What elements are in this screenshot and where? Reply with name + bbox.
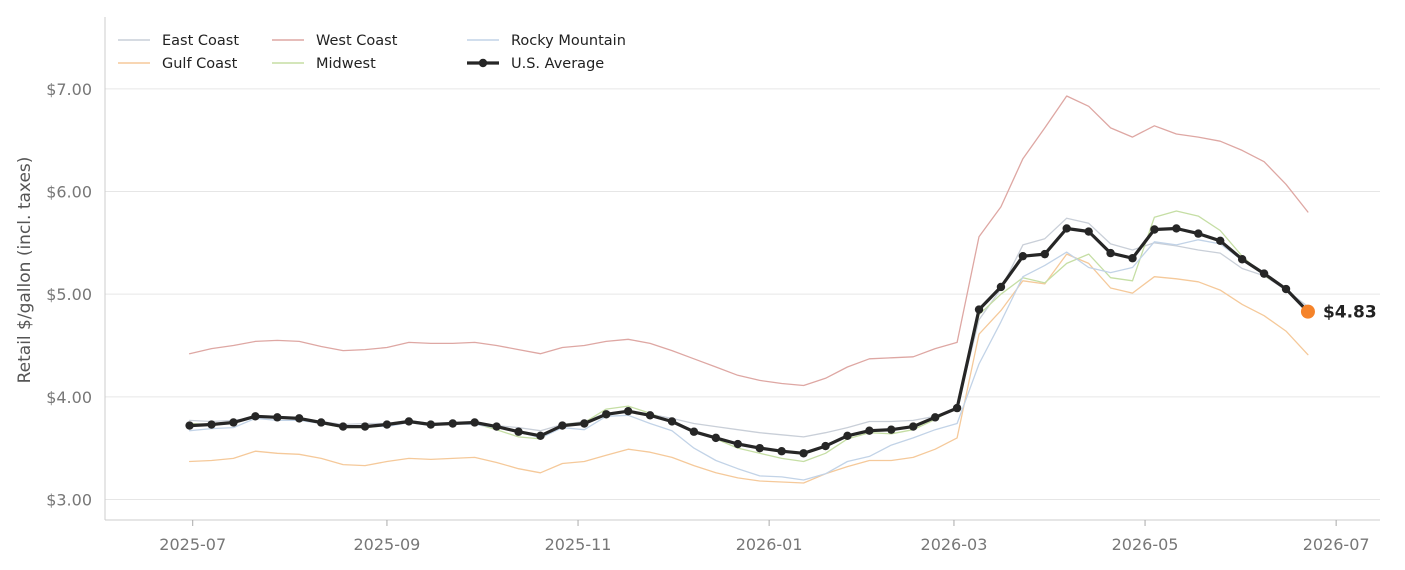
- data-point: [1128, 254, 1137, 263]
- data-point: [251, 412, 260, 421]
- series-line-gulf-coast: [188, 253, 1309, 484]
- end-point-marker: [1300, 304, 1315, 319]
- series-east-coast: [188, 217, 1309, 438]
- end-point-label: $4.83: [1323, 303, 1377, 323]
- data-point: [536, 431, 545, 441]
- y-tick-label: $6.00: [46, 183, 92, 202]
- data-point: [1237, 255, 1247, 264]
- data-point: [952, 403, 962, 413]
- legend-item-west-coast: West Coast: [272, 33, 398, 49]
- data-point: [1259, 269, 1269, 278]
- data-point: [821, 441, 830, 451]
- data-point: [1040, 249, 1050, 259]
- data-point: [207, 420, 216, 429]
- data-point: [667, 417, 677, 426]
- series-line-u-s-average: [188, 226, 1310, 455]
- data-point: [1172, 224, 1181, 233]
- data-point: [755, 443, 764, 453]
- y-tick-label: $5.00: [46, 285, 92, 304]
- series-u-s-average: [185, 224, 1313, 458]
- series-gulf-coast: [188, 253, 1309, 484]
- series-line-east-coast: [188, 217, 1309, 438]
- data-point: [887, 425, 896, 434]
- x-tick-label: 2026-07: [1303, 535, 1370, 554]
- legend-label: U.S. Average: [511, 56, 604, 72]
- data-point: [909, 422, 918, 431]
- data-point: [1216, 236, 1225, 245]
- data-point: [492, 422, 501, 431]
- legend-item-midwest: Midwest: [272, 56, 376, 72]
- data-point: [711, 433, 721, 443]
- data-point: [470, 418, 479, 427]
- data-point: [338, 422, 348, 431]
- data-point: [1281, 284, 1291, 294]
- data-point: [865, 426, 874, 435]
- data-point: [580, 419, 589, 428]
- axes: $3.00 $4.00 $5.00 $6.00 $7.00 2025-07 2025-09 2…: [46, 17, 1380, 554]
- data-point: [843, 431, 852, 441]
- legend-marker: [478, 58, 488, 68]
- data-point: [1150, 225, 1159, 234]
- data-point: [295, 414, 304, 423]
- data-point: [623, 406, 633, 416]
- data-point: [1018, 251, 1028, 261]
- data-point: [974, 305, 984, 314]
- x-tick-label: 2026-05: [1112, 535, 1179, 554]
- data-point: [799, 449, 808, 458]
- legend-item-east-coast: East Coast: [118, 33, 239, 49]
- data-point: [360, 422, 370, 431]
- data-point: [1194, 229, 1203, 238]
- x-tick-label: 2026-03: [921, 535, 988, 554]
- legend-item-gulf-coast: Gulf Coast: [118, 56, 238, 72]
- series-rocky-mountain: [188, 239, 1309, 481]
- gridlines: [105, 88, 1380, 500]
- legend-label: Rocky Mountain: [511, 33, 626, 49]
- data-point: [426, 420, 435, 429]
- y-tick-label: $7.00: [46, 80, 92, 99]
- data-point: [645, 411, 655, 420]
- legend-label: West Coast: [316, 33, 398, 49]
- x-tick-label: 2026-01: [736, 535, 803, 554]
- data-point: [1084, 227, 1093, 236]
- series-line-west-coast: [188, 95, 1309, 387]
- data-point: [1062, 224, 1071, 233]
- series-west-coast: [188, 95, 1309, 387]
- data-point: [273, 413, 282, 422]
- data-point: [316, 418, 326, 427]
- data-point: [382, 420, 392, 429]
- data-point: [558, 421, 567, 430]
- data-point: [689, 427, 699, 436]
- y-tick-label: $4.00: [46, 388, 92, 407]
- legend-label: East Coast: [162, 33, 239, 49]
- legend-item-u-s-average: U.S. Average: [467, 56, 604, 72]
- series-line-rocky-mountain: [188, 239, 1309, 481]
- data-point: [404, 417, 414, 426]
- x-tick-label: 2025-07: [159, 535, 226, 554]
- data-point: [930, 413, 940, 422]
- series-layer: $4.83: [185, 95, 1377, 484]
- data-point: [733, 439, 743, 449]
- data-point: [996, 282, 1006, 292]
- x-tick-label: 2025-09: [354, 535, 421, 554]
- data-point: [229, 418, 238, 427]
- data-point: [1106, 248, 1115, 258]
- x-tick-label: 2025-11: [545, 535, 612, 554]
- legend-item-rocky-mountain: Rocky Mountain: [467, 33, 626, 49]
- data-point: [602, 410, 611, 419]
- data-point: [448, 419, 457, 428]
- legend: East Coast Gulf Coast West Coast Midwest Roc…: [118, 33, 626, 72]
- legend-label: Gulf Coast: [162, 56, 238, 72]
- y-axis-label: Retail $/gallon (incl. taxes): [15, 157, 35, 384]
- data-point: [185, 421, 194, 430]
- y-tick-label: $3.00: [46, 490, 92, 509]
- data-point: [514, 427, 523, 436]
- data-point: [777, 447, 786, 456]
- legend-label: Midwest: [316, 56, 376, 72]
